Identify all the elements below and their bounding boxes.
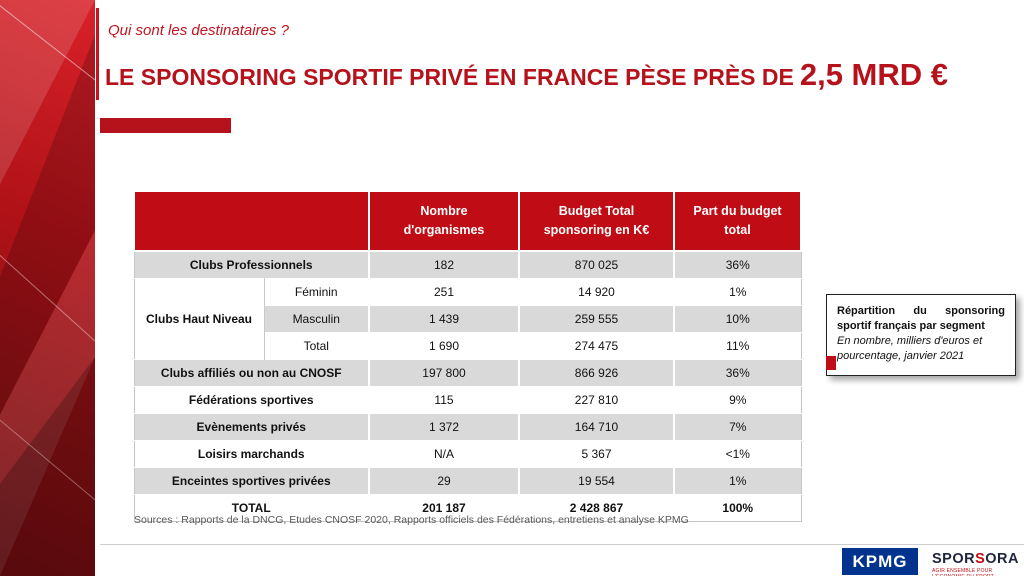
- page-title-main: LE SPONSORING SPORTIF PRIVÉ EN FRANCE PÈ…: [105, 64, 794, 90]
- callout-red-square: [826, 356, 836, 371]
- cell-subcategory: Féminin: [264, 278, 369, 306]
- col-header-budget: Budget Total sponsoring en K€: [518, 190, 675, 252]
- page-title: LE SPONSORING SPORTIF PRIVÉ EN FRANCE PÈ…: [105, 54, 1010, 98]
- cell-budget: 14 920: [518, 278, 674, 306]
- cell-part: 9%: [673, 386, 801, 414]
- cell-budget: 870 025: [518, 250, 674, 279]
- cell-nombre: 201 187: [368, 494, 519, 522]
- table-row: Masculin 1 439 259 555 10%: [134, 305, 801, 333]
- sporsora-wordmark: SPORSORA: [932, 551, 1019, 567]
- table-row: Clubs Professionnels 182 870 025 36%: [134, 250, 801, 279]
- col-header-nombre: Nombre d'organismes: [368, 190, 520, 252]
- cell-budget: 227 810: [518, 386, 674, 414]
- cell-part: 36%: [673, 359, 801, 387]
- cell-part: 100%: [673, 494, 801, 522]
- cell-budget: 19 554: [518, 467, 674, 495]
- table-row: Clubs Haut Niveau Féminin 251 14 920 1%: [134, 278, 801, 360]
- page-title-emphasis: 2,5 MRD €: [799, 57, 949, 92]
- cell-nombre: 1 690: [368, 332, 519, 360]
- cell-part: 10%: [673, 305, 801, 333]
- cell-category: Fédérations sportives: [134, 386, 369, 414]
- cell-part: 1%: [673, 467, 801, 495]
- cell-budget: 866 926: [518, 359, 674, 387]
- footer-divider: [100, 544, 1024, 545]
- cell-category: Loisirs marchands: [134, 440, 369, 468]
- col-header-part: Part du budget total: [673, 190, 802, 252]
- table-row: Fédérations sportives 115 227 810 9%: [134, 386, 801, 414]
- cell-budget: 2 428 867: [518, 494, 674, 522]
- cell-part: 11%: [673, 332, 801, 360]
- sponsorship-table-wrapper: Nombre d'organismes Budget Total sponsor…: [133, 190, 802, 522]
- title-accent-bar: [100, 118, 231, 133]
- sporsora-logo: SPORSORA AGIR ENSEMBLE POUR L'ÉCONOMIE D…: [932, 551, 1020, 576]
- cell-budget: 274 475: [518, 332, 674, 360]
- cell-category: Evènements privés: [134, 413, 369, 441]
- sponsorship-table: Nombre d'organismes Budget Total sponsor…: [133, 190, 802, 522]
- cell-category: Clubs affiliés ou non au CNOSF: [134, 359, 369, 387]
- sporsora-tagline: AGIR ENSEMBLE POUR L'ÉCONOMIE DU SPORT: [932, 568, 994, 576]
- cell-part: 36%: [673, 250, 801, 279]
- cell-nombre: 197 800: [368, 359, 519, 387]
- table-header-row: Nombre d'organismes Budget Total sponsor…: [133, 190, 802, 252]
- table-row: Total 1 690 274 475 11%: [134, 332, 801, 360]
- cell-nombre: 1 439: [368, 305, 519, 333]
- cell-part: 1%: [673, 278, 801, 306]
- table-total-row: TOTAL 201 187 2 428 867 100%: [134, 494, 801, 522]
- table-row: Loisirs marchands N/A 5 367 <1%: [134, 440, 801, 468]
- cell-nombre: 29: [368, 467, 519, 495]
- table-row: Evènements privés 1 372 164 710 7%: [134, 413, 801, 441]
- cell-category-merged: Clubs Haut Niveau: [134, 278, 265, 360]
- cell-nombre: N/A: [368, 440, 519, 468]
- table-corner-cell: [133, 190, 370, 252]
- cell-nombre: 251: [368, 278, 519, 306]
- cell-nombre: 115: [368, 386, 519, 414]
- table-row: Enceintes sportives privées 29 19 554 1%: [134, 467, 801, 495]
- left-red-band: [0, 0, 95, 576]
- cell-category: Enceintes sportives privées: [134, 467, 369, 495]
- cell-budget: 164 710: [518, 413, 674, 441]
- cell-category: Clubs Professionnels: [134, 250, 369, 279]
- cell-subcategory: Total: [264, 332, 369, 360]
- callout-box: Répartition du sponsoring sportif frança…: [826, 294, 1016, 377]
- table-row: Clubs affiliés ou non au CNOSF 197 800 8…: [134, 359, 801, 387]
- callout-subtitle: En nombre, milliers d'euros et pourcenta…: [837, 335, 983, 362]
- kpmg-logo: KPMG: [842, 548, 918, 575]
- cell-part: <1%: [673, 440, 801, 468]
- cell-category: TOTAL: [134, 494, 369, 522]
- cell-part: 7%: [673, 413, 801, 441]
- cell-nombre: 1 372: [368, 413, 519, 441]
- cell-nombre: 182: [368, 250, 519, 279]
- sources-text: Sources : Rapports de la DNCG, Etudes CN…: [134, 514, 689, 526]
- cell-budget: 259 555: [518, 305, 674, 333]
- cell-budget: 5 367: [518, 440, 674, 468]
- cell-subcategory: Masculin: [264, 305, 369, 333]
- kicker-text: Qui sont les destinataires ?: [108, 22, 289, 39]
- callout-title: Répartition du sponsoring sportif frança…: [837, 305, 1005, 332]
- kicker-accent-line: [96, 8, 99, 100]
